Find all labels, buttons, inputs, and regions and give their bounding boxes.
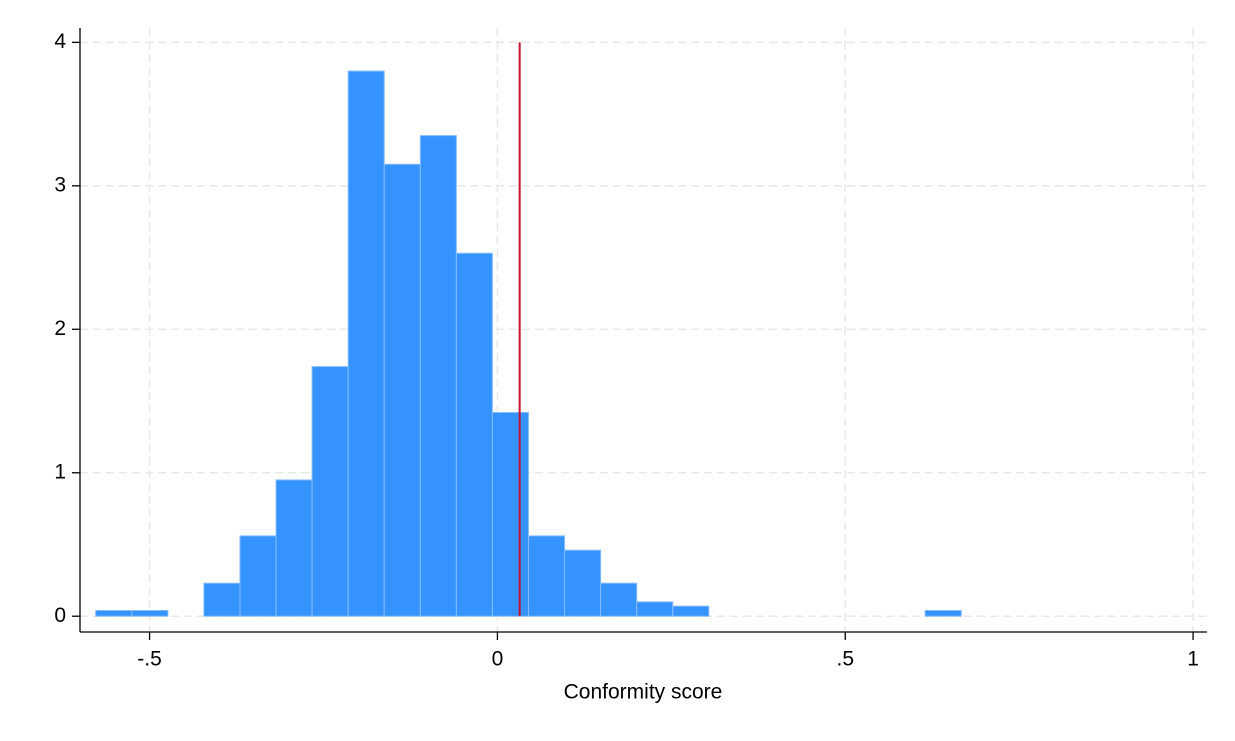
bar [131,609,169,617]
x-tick-label: 0 [492,648,504,671]
x-tick-label: -.5 [137,648,162,671]
bar [636,601,674,617]
y-tick-label: 2 [54,317,66,340]
bar [491,411,530,617]
bar [924,609,962,617]
x-tick-label: 1 [1187,648,1199,671]
bar [564,549,602,617]
bar [383,163,421,617]
y-tick-label: 3 [54,173,66,196]
bar [95,609,133,617]
x-tick-label: .5 [836,648,854,671]
bar [275,479,313,617]
bar [455,252,493,617]
bar [672,605,710,617]
y-tick-label: 4 [54,30,66,53]
bar [528,535,566,617]
bar [600,582,638,617]
x-axis-title: Conformity score [564,681,723,704]
bar [419,135,457,617]
y-tick-label: 1 [54,460,66,483]
y-tick-label: 0 [54,604,66,627]
bar [311,366,349,617]
bar [203,582,241,617]
bar [239,535,277,617]
bar [347,70,385,617]
